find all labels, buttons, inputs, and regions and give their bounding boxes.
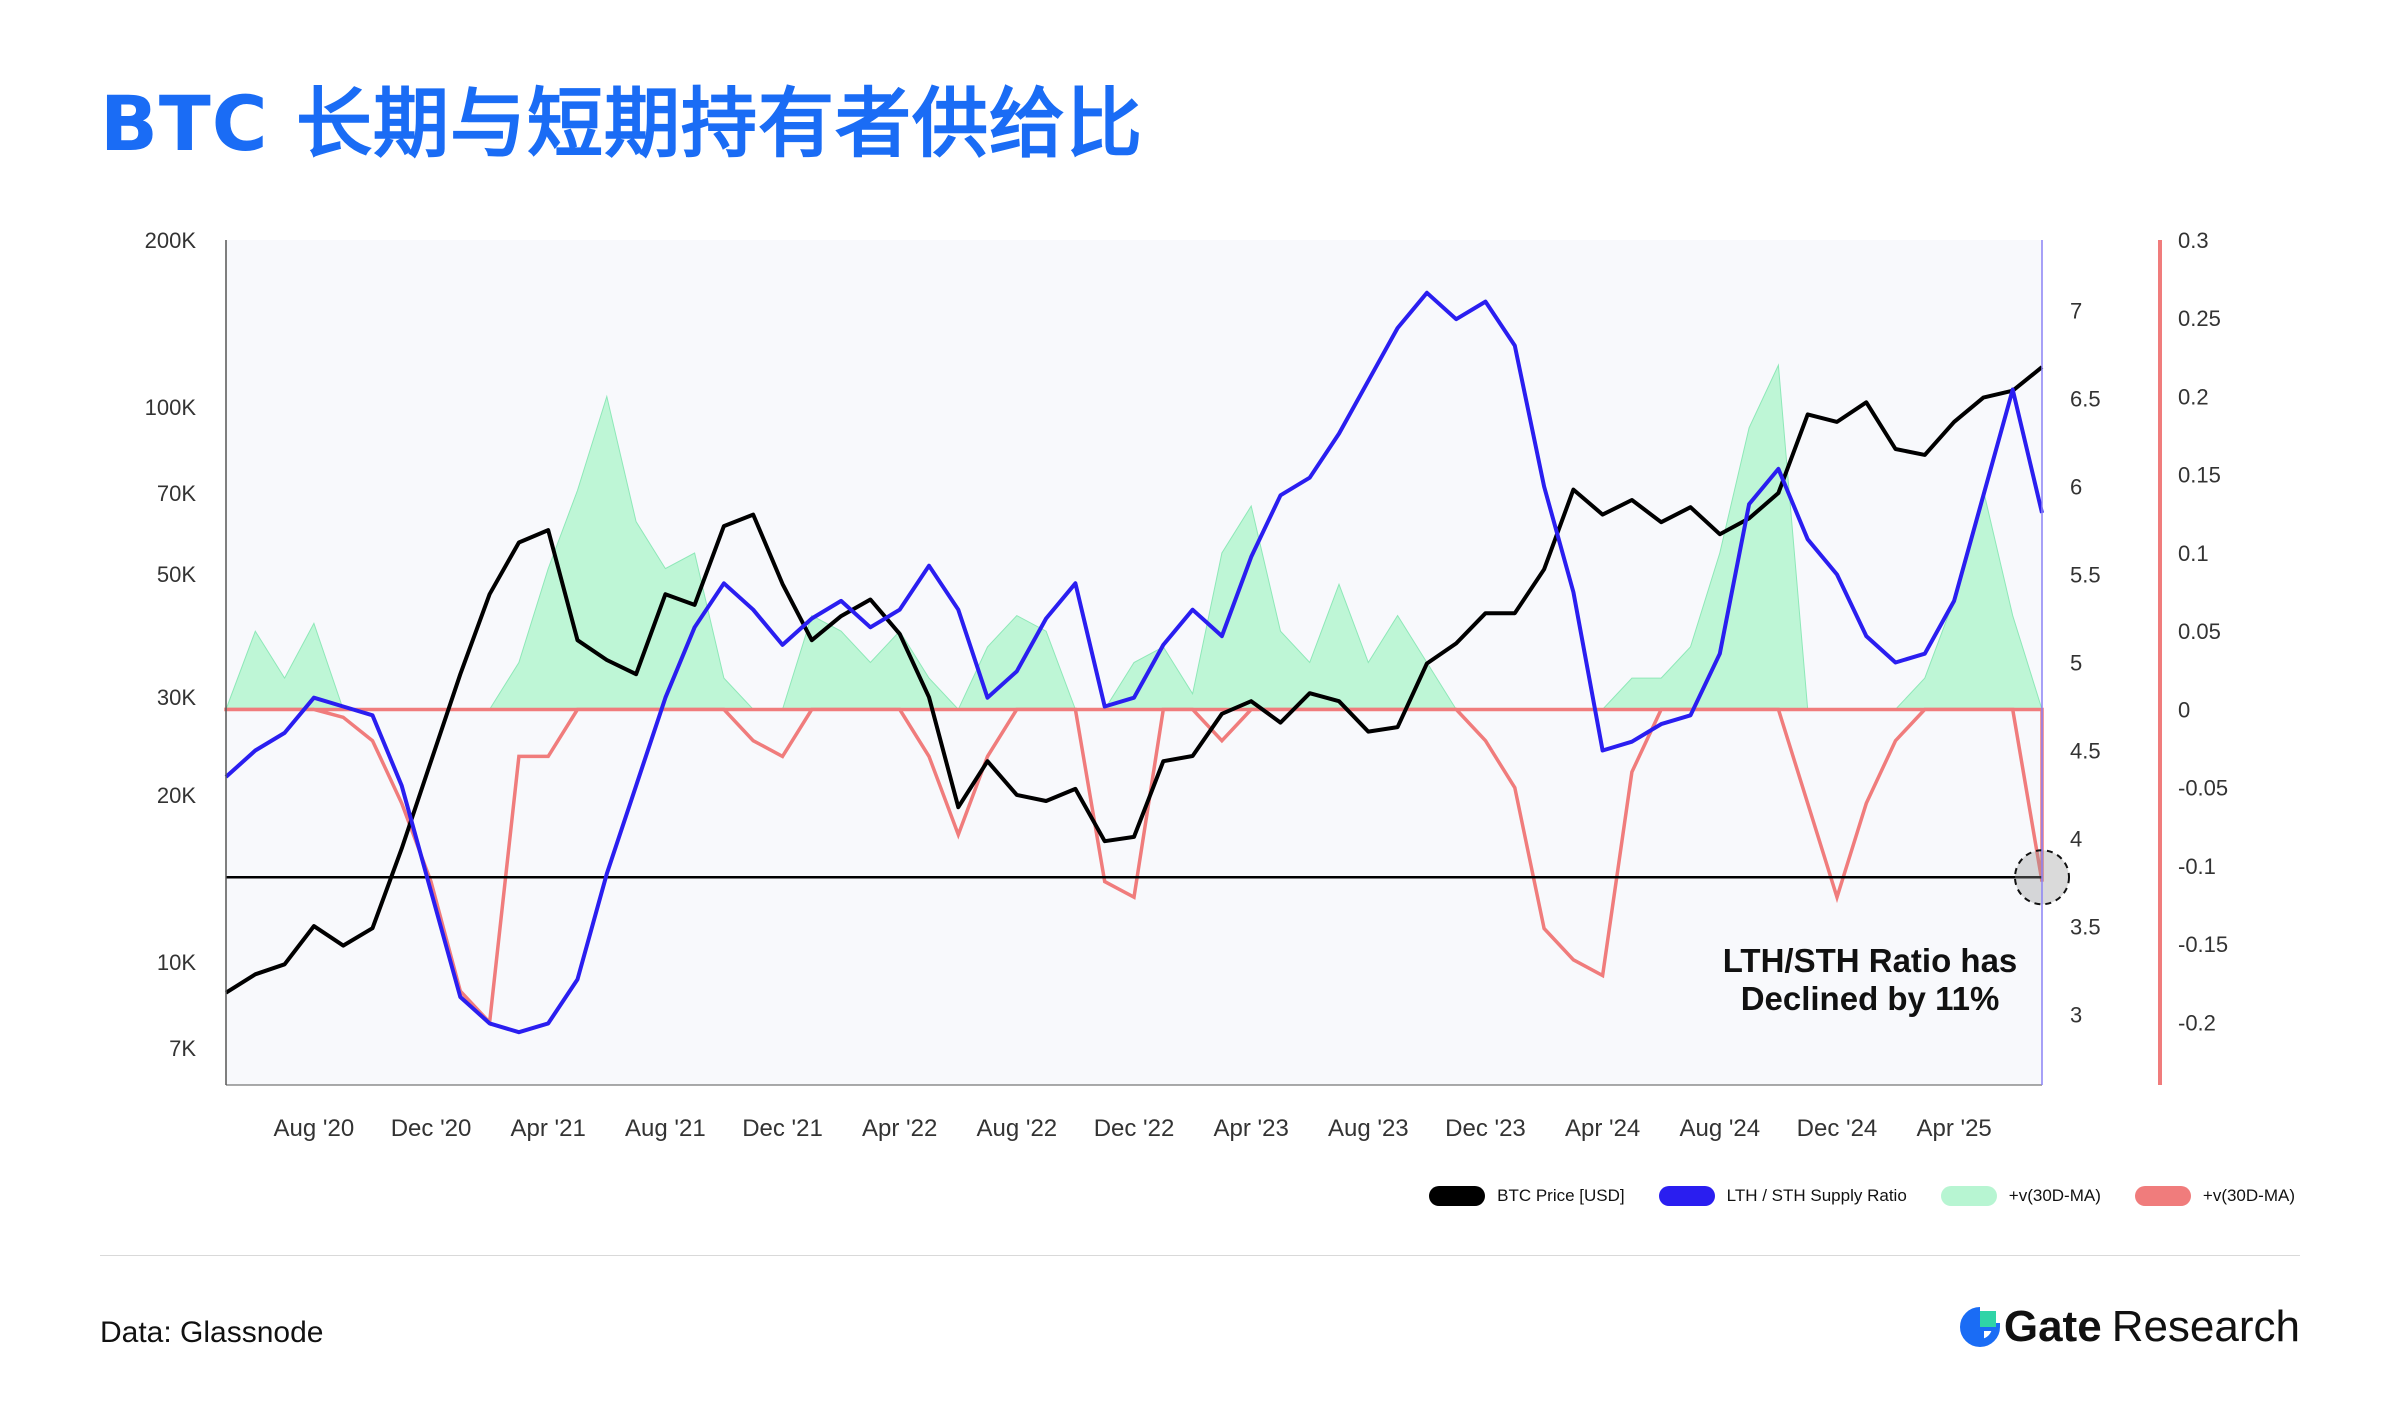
x-tick-label: Apr '24 xyxy=(1565,1115,1640,1142)
annotation-line-1: LTH/STH Ratio has xyxy=(1723,942,2018,979)
axes-layer xyxy=(225,240,2162,1086)
y-right-tick-label: 0.05 xyxy=(2178,619,2221,644)
logo-brand: Gate xyxy=(2003,1302,2102,1351)
y-ratio-tick-label: 6.5 xyxy=(2070,386,2101,411)
x-tick-label: Aug '22 xyxy=(977,1115,1058,1142)
y-ratio-tick-label: 6 xyxy=(2070,474,2082,499)
gate-research-logo: Gate Research xyxy=(1959,1302,2300,1352)
y-left-tick-label: 7K xyxy=(169,1036,196,1061)
x-tick-label: Aug '23 xyxy=(1328,1115,1409,1142)
y-left-tick-label: 50K xyxy=(157,562,196,587)
gate-logo-icon xyxy=(1959,1307,2000,1347)
y-ratio-tick-label: 4.5 xyxy=(2070,739,2101,764)
y-right-tick-label: 0.1 xyxy=(2178,541,2209,566)
annotation-layer: LTH/STH Ratio has Declined by 11% xyxy=(1723,942,2018,1017)
chart-title: BTC 长期与短期持有者供给比 xyxy=(100,79,1144,168)
y-ratio-tick-label: 7 xyxy=(2070,298,2082,323)
y-ratio-tick-label: 5.5 xyxy=(2070,562,2101,587)
y-right-tick-label: -0.1 xyxy=(2178,854,2216,879)
x-tick-label: Dec '23 xyxy=(1445,1115,1526,1142)
y-right-tick-label: 0.15 xyxy=(2178,463,2221,488)
data-source: Data: Glassnode xyxy=(100,1316,324,1349)
y-right-tick-label: -0.2 xyxy=(2178,1010,2216,1035)
series-lth-sth-ratio-line xyxy=(224,290,2044,1035)
y-ratio-tick-label: 3.5 xyxy=(2070,915,2101,940)
logo-sub: Research xyxy=(2111,1302,2300,1351)
series-btc-price-line xyxy=(224,365,2044,995)
y-right-tick-label: -0.05 xyxy=(2178,776,2228,801)
x-tick-label: Dec '21 xyxy=(742,1115,823,1142)
legend-swatch-price xyxy=(1429,1186,1486,1206)
y-left-tick-label: 70K xyxy=(157,481,196,506)
legend-swatch-positive xyxy=(1940,1186,1997,1206)
x-tick-label: Apr '23 xyxy=(1214,1115,1289,1142)
y-left-tick-label: 20K xyxy=(157,783,196,808)
y-right-tick-label: 0.25 xyxy=(2178,306,2221,331)
x-tick-label: Aug '21 xyxy=(625,1115,706,1142)
legend-label-price: BTC Price [USD] xyxy=(1497,1186,1625,1205)
legend-swatch-negative xyxy=(2134,1186,2191,1206)
x-tick-label: Apr '21 xyxy=(511,1115,586,1142)
series-momentum-positive xyxy=(225,363,2043,711)
y-ratio-tick-label: 4 xyxy=(2070,827,2082,852)
x-tick-label: Dec '22 xyxy=(1094,1115,1175,1142)
y-left-tick-label: 100K xyxy=(145,395,197,420)
x-tick-label: Apr '22 xyxy=(862,1115,937,1142)
y-ratio-tick-label: 3 xyxy=(2070,1003,2082,1028)
legend-swatch-ratio xyxy=(1658,1186,1715,1206)
y-right-tick-label: 0.3 xyxy=(2178,228,2209,253)
y-left-tick-label: 30K xyxy=(157,685,196,710)
chart-legend: BTC Price [USD] LTH / STH Supply Ratio +… xyxy=(1429,1186,2295,1206)
y-right-tick-label: 0 xyxy=(2178,697,2190,722)
x-tick-label: Aug '20 xyxy=(274,1115,355,1142)
legend-item-price[interactable]: BTC Price [USD] xyxy=(1429,1186,1625,1206)
legend-item-negative[interactable]: +v(30D-MA) xyxy=(2134,1186,2295,1206)
legend-label-negative: +v(30D-MA) xyxy=(2202,1186,2295,1205)
x-tick-label: Apr '25 xyxy=(1916,1115,1991,1142)
y-left-tick-label: 10K xyxy=(157,950,196,975)
legend-label-ratio: LTH / STH Supply Ratio xyxy=(1726,1186,1907,1205)
x-tick-label: Dec '24 xyxy=(1797,1115,1878,1142)
y-right-tick-label: -0.15 xyxy=(2178,932,2228,957)
y-right-tick-label: 0.2 xyxy=(2178,384,2209,409)
legend-label-positive: +v(30D-MA) xyxy=(2008,1186,2101,1205)
legend-item-ratio[interactable]: LTH / STH Supply Ratio xyxy=(1658,1186,1907,1206)
footer-divider xyxy=(100,1255,2300,1256)
y-left-tick-label: 200K xyxy=(145,228,197,253)
legend-item-positive[interactable]: +v(30D-MA) xyxy=(1940,1186,2101,1206)
y-ratio-tick-label: 5 xyxy=(2070,651,2082,676)
x-tick-label: Dec '20 xyxy=(391,1115,472,1142)
x-tick-label: Aug '24 xyxy=(1679,1115,1760,1142)
tick-labels-layer: 200K 100K 70K 50K 30K 20K 10K 7K 7 6.5 6 5.5 5 4.5 4 3.… xyxy=(145,228,2229,1142)
annotation-line-2: Declined by 11% xyxy=(1741,980,2000,1017)
